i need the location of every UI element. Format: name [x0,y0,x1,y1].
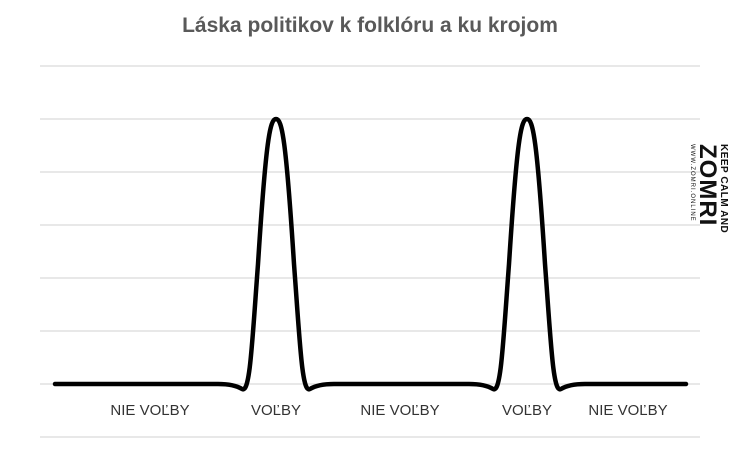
chart-title: Láska politikov k folklóru a ku krojom [182,14,558,37]
series-line [52,116,689,392]
x-tick-label: NIE VOĽBY [588,402,668,419]
data-point [148,382,152,386]
data-point [525,117,529,121]
watermark-url: WWW.ZOMRI.ONLINE [689,144,695,222]
x-tick-label: VOĽBY [501,402,553,419]
gridlines [40,65,700,438]
watermark-logo-text: ZOMRI [694,144,721,227]
x-tick-label: NIE VOĽBY [110,402,190,419]
x-tick-label: VOĽBY [250,402,302,419]
data-point [398,382,402,386]
data-point [274,117,278,121]
watermark: KEEP CALM AND ZOMRI WWW.ZOMRI.ONLINE [689,144,729,274]
x-tick-label: NIE VOĽBY [360,402,440,419]
data-point [626,382,630,386]
